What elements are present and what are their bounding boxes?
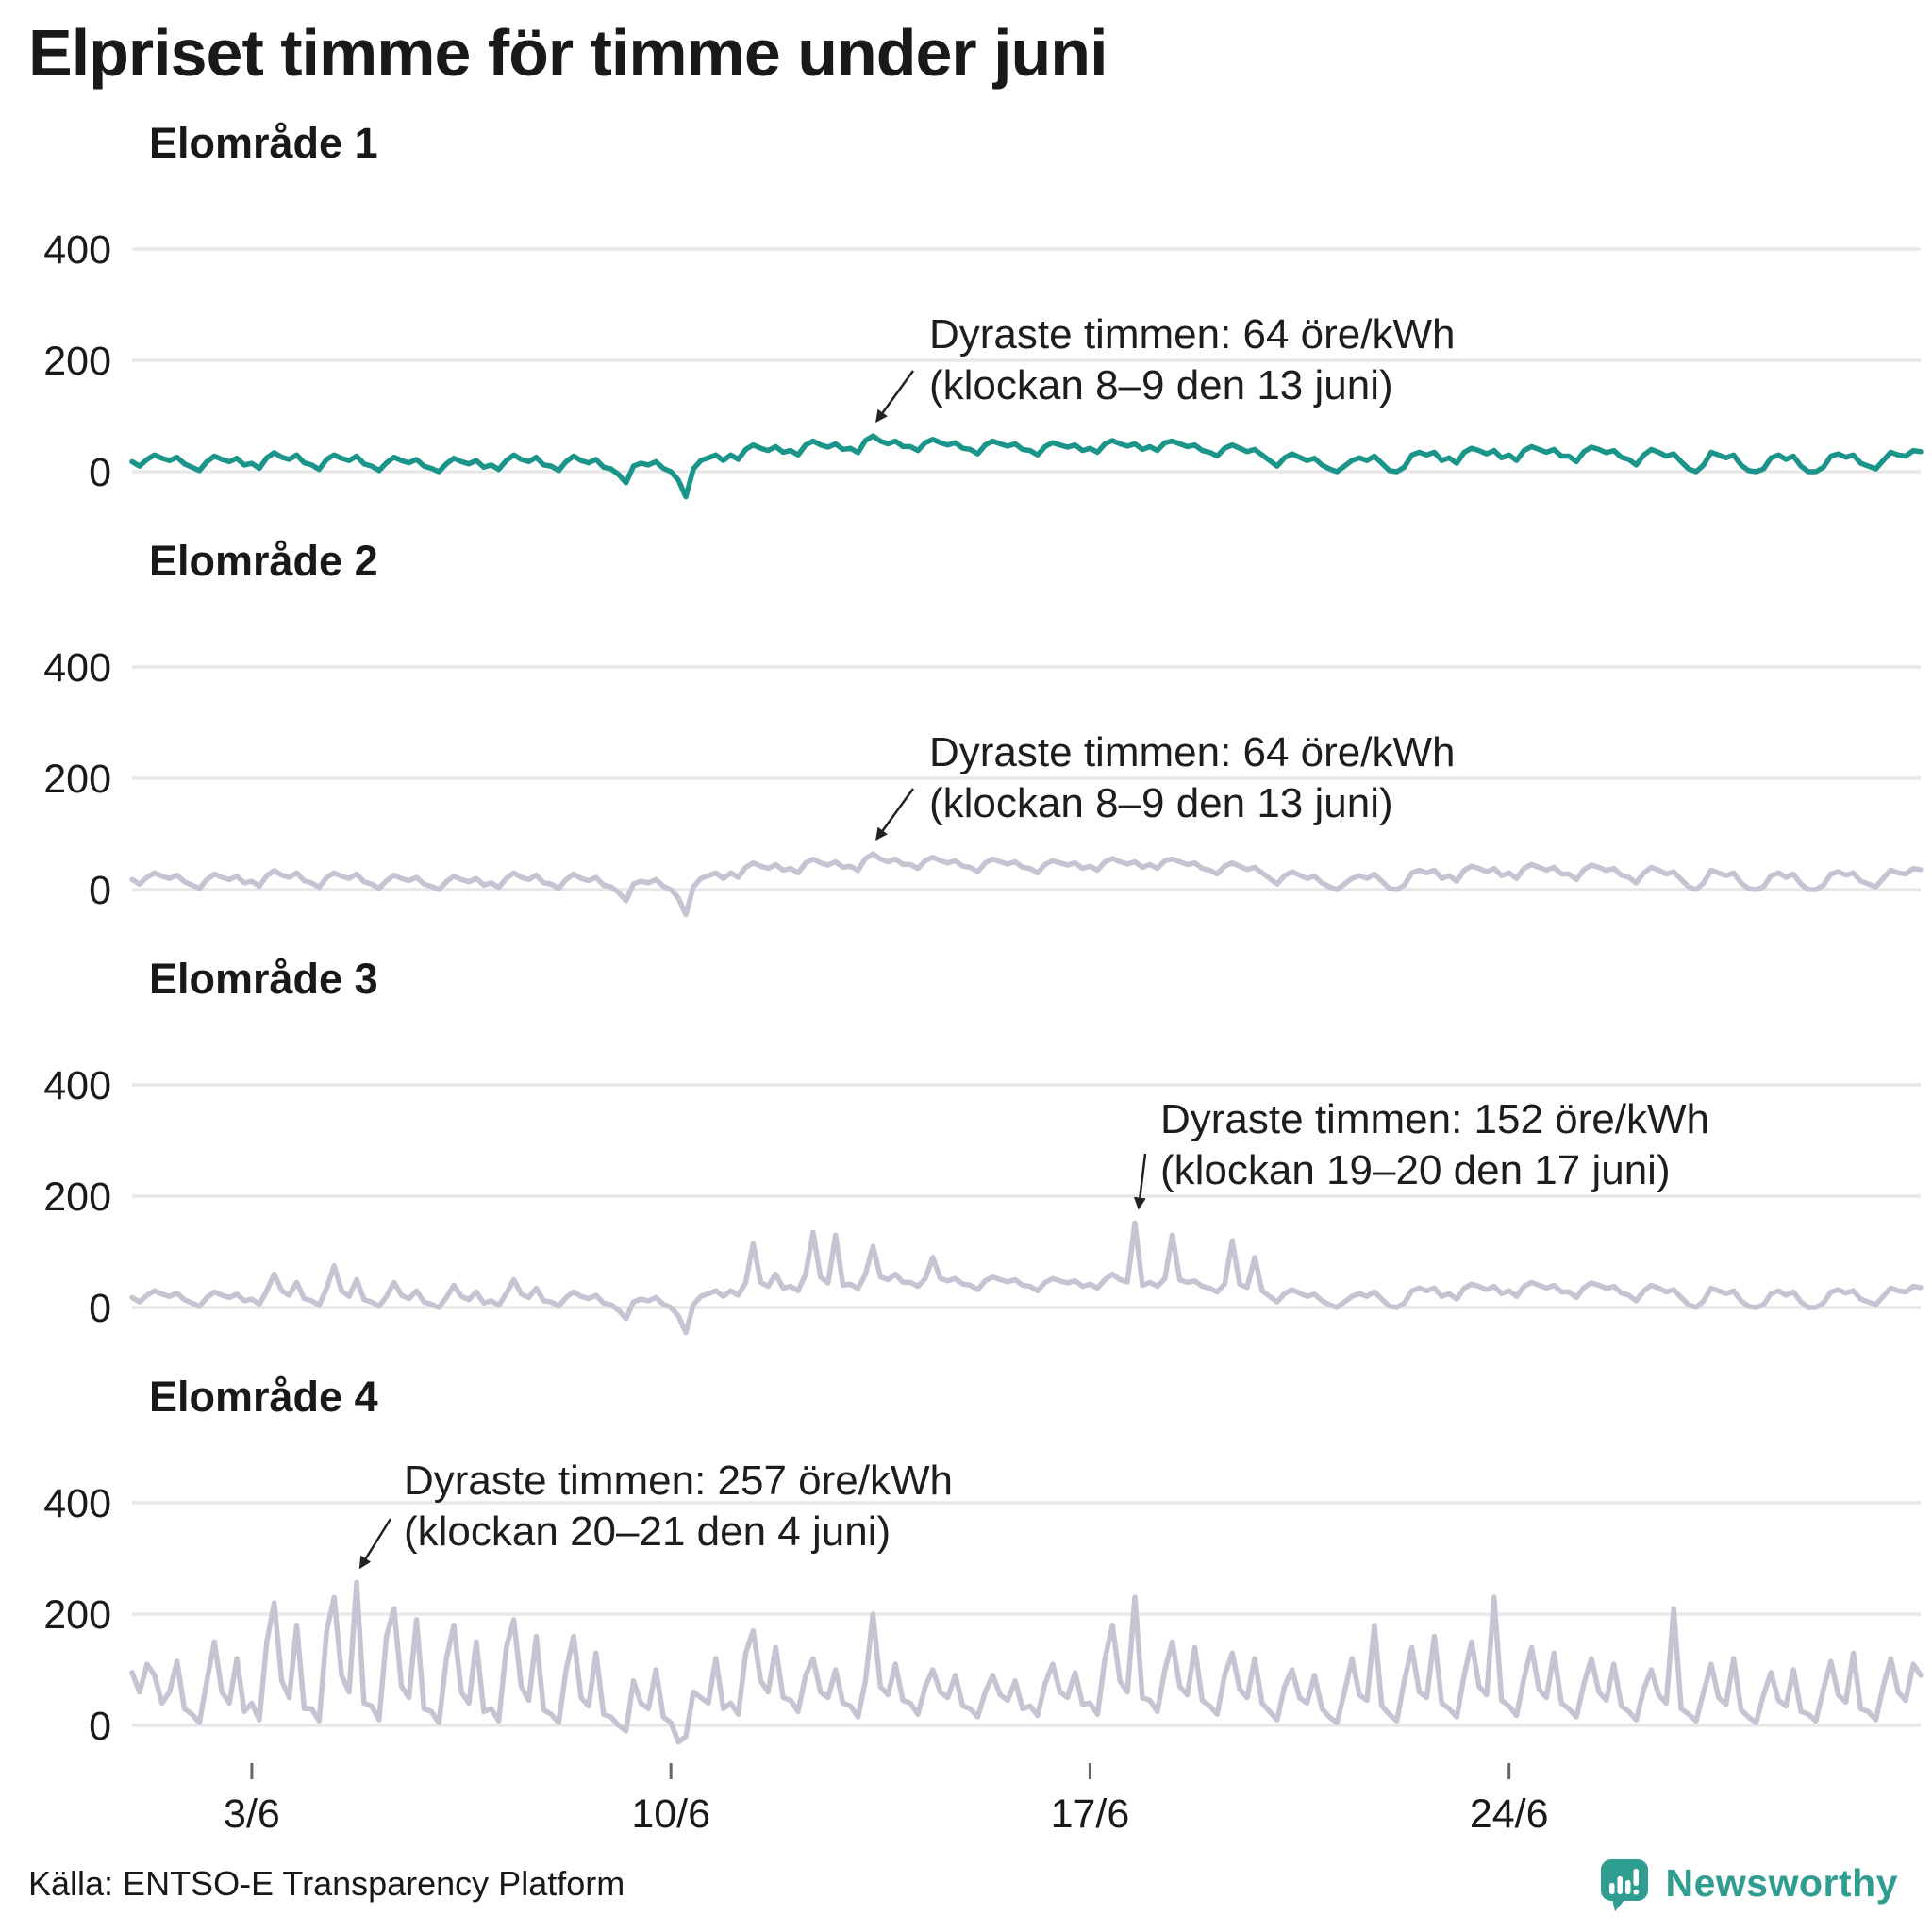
source-text: Källa: ENTSO-E Transparency Platform: [28, 1863, 625, 1903]
annotation-arrow: [875, 787, 915, 841]
annotation-line1: Dyraste timmen: 152 öre/kWh: [1160, 1096, 1709, 1142]
y-tick-label: 400: [43, 645, 111, 691]
annotation-arrow: [1133, 1153, 1147, 1209]
chart-area-4: Elområde 4 400 200 0 Dyraste timmen: 257 öre…: [43, 1373, 1924, 1749]
annotation-line2: (klockan 8–9 den 13 juni): [929, 362, 1393, 408]
annotation-line1: Dyraste timmen: 64 öre/kWh: [929, 729, 1456, 775]
y-tick-label: 200: [43, 1174, 111, 1220]
price-line: [129, 1579, 1924, 1744]
price-line: [129, 432, 1924, 499]
annotation-line1: Dyraste timmen: 64 öre/kWh: [929, 311, 1456, 358]
y-tick-label: 0: [89, 868, 111, 913]
footer: Källa: ENTSO-E Transparency Platform New…: [0, 1850, 1932, 1918]
chart-subtitle: Elområde 1: [149, 119, 378, 167]
chart-subtitle: Elområde 3: [149, 955, 378, 1003]
chart-area-3: Elområde 3 400 200 0 Dyraste timmen: 152 öre…: [43, 955, 1924, 1335]
y-tick-label: 200: [43, 1592, 111, 1638]
annotation-arrow: [875, 369, 915, 423]
y-tick-label: 0: [89, 1286, 111, 1331]
charts-container: Elområde 1 400 200 0 Dyraste timmen: 64 öre/…: [0, 92, 1932, 1850]
price-line: [129, 1220, 1924, 1335]
x-tick-label: 24/6: [1470, 1791, 1549, 1837]
x-tick-label: 10/6: [631, 1791, 710, 1837]
y-tick-label: 0: [89, 450, 111, 495]
y-tick-label: 200: [43, 339, 111, 384]
y-tick-label: 400: [43, 227, 111, 273]
annotation-arrow: [358, 1517, 392, 1569]
chart-subtitle: Elområde 4: [149, 1373, 378, 1421]
x-axis: 3/6 10/6 17/6 24/6: [224, 1762, 1549, 1837]
newsworthy-logo-text: Newsworthy: [1665, 1861, 1898, 1905]
chart-subtitle: Elområde 2: [149, 537, 378, 585]
chart-area-2: Elområde 2 400 200 0 Dyraste timmen: 64 öre/…: [43, 537, 1924, 917]
x-tick-label: 17/6: [1051, 1791, 1130, 1837]
annotation-line1: Dyraste timmen: 257 öre/kWh: [404, 1457, 953, 1504]
y-tick-label: 0: [89, 1704, 111, 1749]
chart-area-1: Elområde 1 400 200 0 Dyraste timmen: 64 öre/…: [43, 119, 1924, 499]
annotation-line2: (klockan 20–21 den 4 juni): [404, 1508, 891, 1555]
y-tick-label: 200: [43, 757, 111, 802]
annotation-line2: (klockan 8–9 den 13 juni): [929, 780, 1393, 826]
x-tick-label: 3/6: [224, 1791, 280, 1837]
price-line: [129, 850, 1924, 917]
annotation-line2: (klockan 19–20 den 17 juni): [1160, 1147, 1671, 1193]
page-title: Elpriset timme för timme under juni: [28, 16, 1108, 90]
y-tick-label: 400: [43, 1481, 111, 1526]
newsworthy-logo: Newsworthy: [1598, 1857, 1899, 1911]
newsworthy-bubble-icon: [1600, 1858, 1648, 1911]
y-tick-label: 400: [43, 1063, 111, 1108]
